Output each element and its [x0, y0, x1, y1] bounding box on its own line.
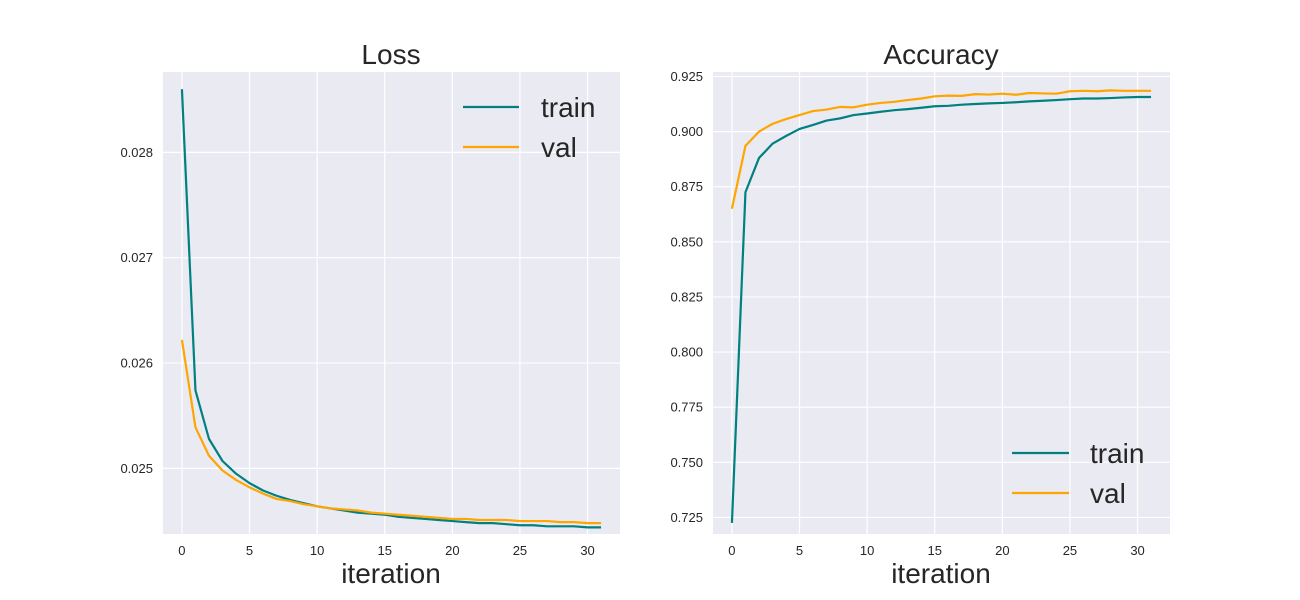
loss-xtick-label: 25 [513, 543, 527, 558]
accuracy-gridlines [713, 72, 1170, 534]
loss-ytick-labels: 0.025 0.026 0.027 0.028 [120, 145, 153, 476]
loss-xtick-label: 30 [580, 543, 594, 558]
loss-train-line [180, 89, 602, 529]
accuracy-xtick-label: 25 [1063, 543, 1077, 558]
accuracy-chart: 0 5 10 15 20 25 30 0.7250.7500.7750.8000.8250.… [670, 39, 1170, 589]
loss-ytick-label: 0.028 [120, 145, 153, 160]
loss-chart-title: Loss [361, 39, 420, 70]
accuracy-ytick-label: 0.900 [670, 124, 703, 139]
accuracy-ytick-labels: 0.725 0.750 0.775 0.800 0.825 0.850 0.875 0.900… [670, 69, 703, 525]
accuracy-plot-area [713, 72, 1170, 534]
accuracy-legend: train val [1012, 438, 1144, 509]
accuracy-ytick-label: 0.750 [670, 455, 703, 470]
accuracy-chart-title: Accuracy [883, 39, 998, 70]
accuracy-xtick-label: 5 [796, 543, 803, 558]
loss-xtick-label: 15 [378, 543, 392, 558]
accuracy-xtick-label: 15 [928, 543, 942, 558]
accuracy-legend-train-label: train [1090, 438, 1144, 469]
loss-legend: train val [463, 92, 595, 163]
loss-chart: 0 5 10 15 20 25 30 0.025 0.026 0.027 0.028 Loss i… [120, 39, 620, 589]
accuracy-ytick-label: 0.925 [670, 69, 703, 84]
loss-xtick-labels: 0 5 10 15 20 25 30 [178, 543, 594, 558]
loss-ytick-label: 0.025 [120, 461, 153, 476]
accuracy-xtick-labels: 0 5 10 15 20 25 30 [728, 543, 1144, 558]
accuracy-val-line [730, 89, 1152, 209]
accuracy-ytick-label: 0.850 [670, 234, 703, 249]
loss-ytick-label: 0.027 [120, 250, 153, 265]
accuracy-ytick-label: 0.800 [670, 345, 703, 360]
loss-ytick-label: 0.026 [120, 356, 153, 371]
loss-xtick-label: 5 [246, 543, 253, 558]
accuracy-xtick-label: 0 [728, 543, 735, 558]
loss-plot-area [163, 72, 620, 534]
accuracy-train-line [730, 95, 1152, 523]
loss-series-lines [180, 89, 602, 529]
loss-gridlines [163, 72, 620, 534]
accuracy-legend-val-label: val [1090, 478, 1126, 509]
accuracy-ytick-label: 0.875 [670, 179, 703, 194]
accuracy-ytick-label: 0.725 [670, 510, 703, 525]
loss-xtick-label: 0 [178, 543, 185, 558]
accuracy-xtick-label: 10 [860, 543, 874, 558]
loss-xtick-label: 10 [310, 543, 324, 558]
accuracy-ytick-label: 0.775 [670, 400, 703, 415]
accuracy-x-axis-label: iteration [891, 558, 991, 589]
loss-legend-train-label: train [541, 92, 595, 123]
loss-x-axis-label: iteration [341, 558, 441, 589]
accuracy-series-lines [730, 89, 1152, 523]
accuracy-ytick-label: 0.825 [670, 289, 703, 304]
accuracy-xtick-label: 30 [1130, 543, 1144, 558]
loss-xtick-label: 20 [445, 543, 459, 558]
loss-val-line [180, 339, 602, 525]
accuracy-xtick-label: 20 [995, 543, 1009, 558]
loss-legend-val-label: val [541, 132, 577, 163]
